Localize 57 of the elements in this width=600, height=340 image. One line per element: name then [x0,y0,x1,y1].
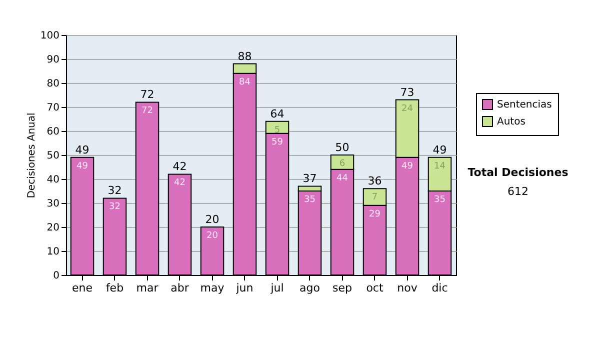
total-label: 64 [270,107,284,120]
total-label: 32 [108,184,122,198]
y-tick-label: 10 [46,246,60,258]
x-tick-label: may [200,282,225,294]
total-label: 36 [368,174,382,188]
data-label: 59 [272,137,284,148]
y-tick-label: 50 [46,150,60,162]
data-label: 5 [274,125,280,136]
data-label: 72 [142,106,153,116]
y-tick-label: 30 [46,198,60,210]
x-tick-label: mar [136,282,159,294]
y-tick-label: 0 [53,270,60,282]
data-label: 6 [339,159,346,169]
data-label: 14 [434,161,446,172]
data-label: 44 [336,173,348,184]
data-label: 35 [304,195,316,205]
y-tick-label: 100 [40,30,60,42]
x-tick-label: jun [235,282,254,294]
total-label: 20 [205,213,220,226]
total-label: 49 [75,143,90,156]
data-label: 35 [434,195,446,205]
data-label: 42 [174,178,186,188]
x-tick-label: ago [300,282,320,294]
total-label: 42 [172,160,187,174]
data-label: 7 [372,192,378,203]
total-label: 50 [335,141,350,154]
y-axis-title: Decisiones Anual [26,112,38,198]
data-label: 49 [402,161,414,172]
x-tick-label: sep [332,282,352,294]
x-tick-label: jul [270,282,284,294]
data-label: 32 [109,202,120,212]
legend-label: Autos [497,116,526,128]
legend-label: Sentencias [497,100,552,110]
y-tick-label: 60 [46,126,60,138]
total-label: 72 [140,88,154,102]
x-tick-label: nov [397,282,418,294]
total-label: 73 [400,86,414,99]
y-tick-label: 70 [46,102,60,114]
data-label: 20 [206,231,218,241]
total-label: 37 [302,172,317,186]
data-label: 29 [369,209,381,220]
y-tick-label: 80 [46,78,60,90]
y-tick-label: 90 [46,54,60,66]
text: Total Decisiones [468,166,569,179]
total-label: 88 [238,50,252,63]
x-tick-label: dic [432,282,448,294]
data-label: 24 [402,104,414,114]
x-tick-label: feb [106,282,124,294]
y-tick-label: 40 [46,174,60,186]
data-label: 49 [76,161,88,172]
data-label: 84 [239,77,251,88]
x-tick-label: ene [72,282,93,294]
x-tick-label: abr [170,282,190,294]
x-tick-label: oct [366,282,384,294]
total-label: 49 [432,143,447,156]
y-tick-label: 20 [46,222,60,234]
text: 612 [508,185,528,198]
